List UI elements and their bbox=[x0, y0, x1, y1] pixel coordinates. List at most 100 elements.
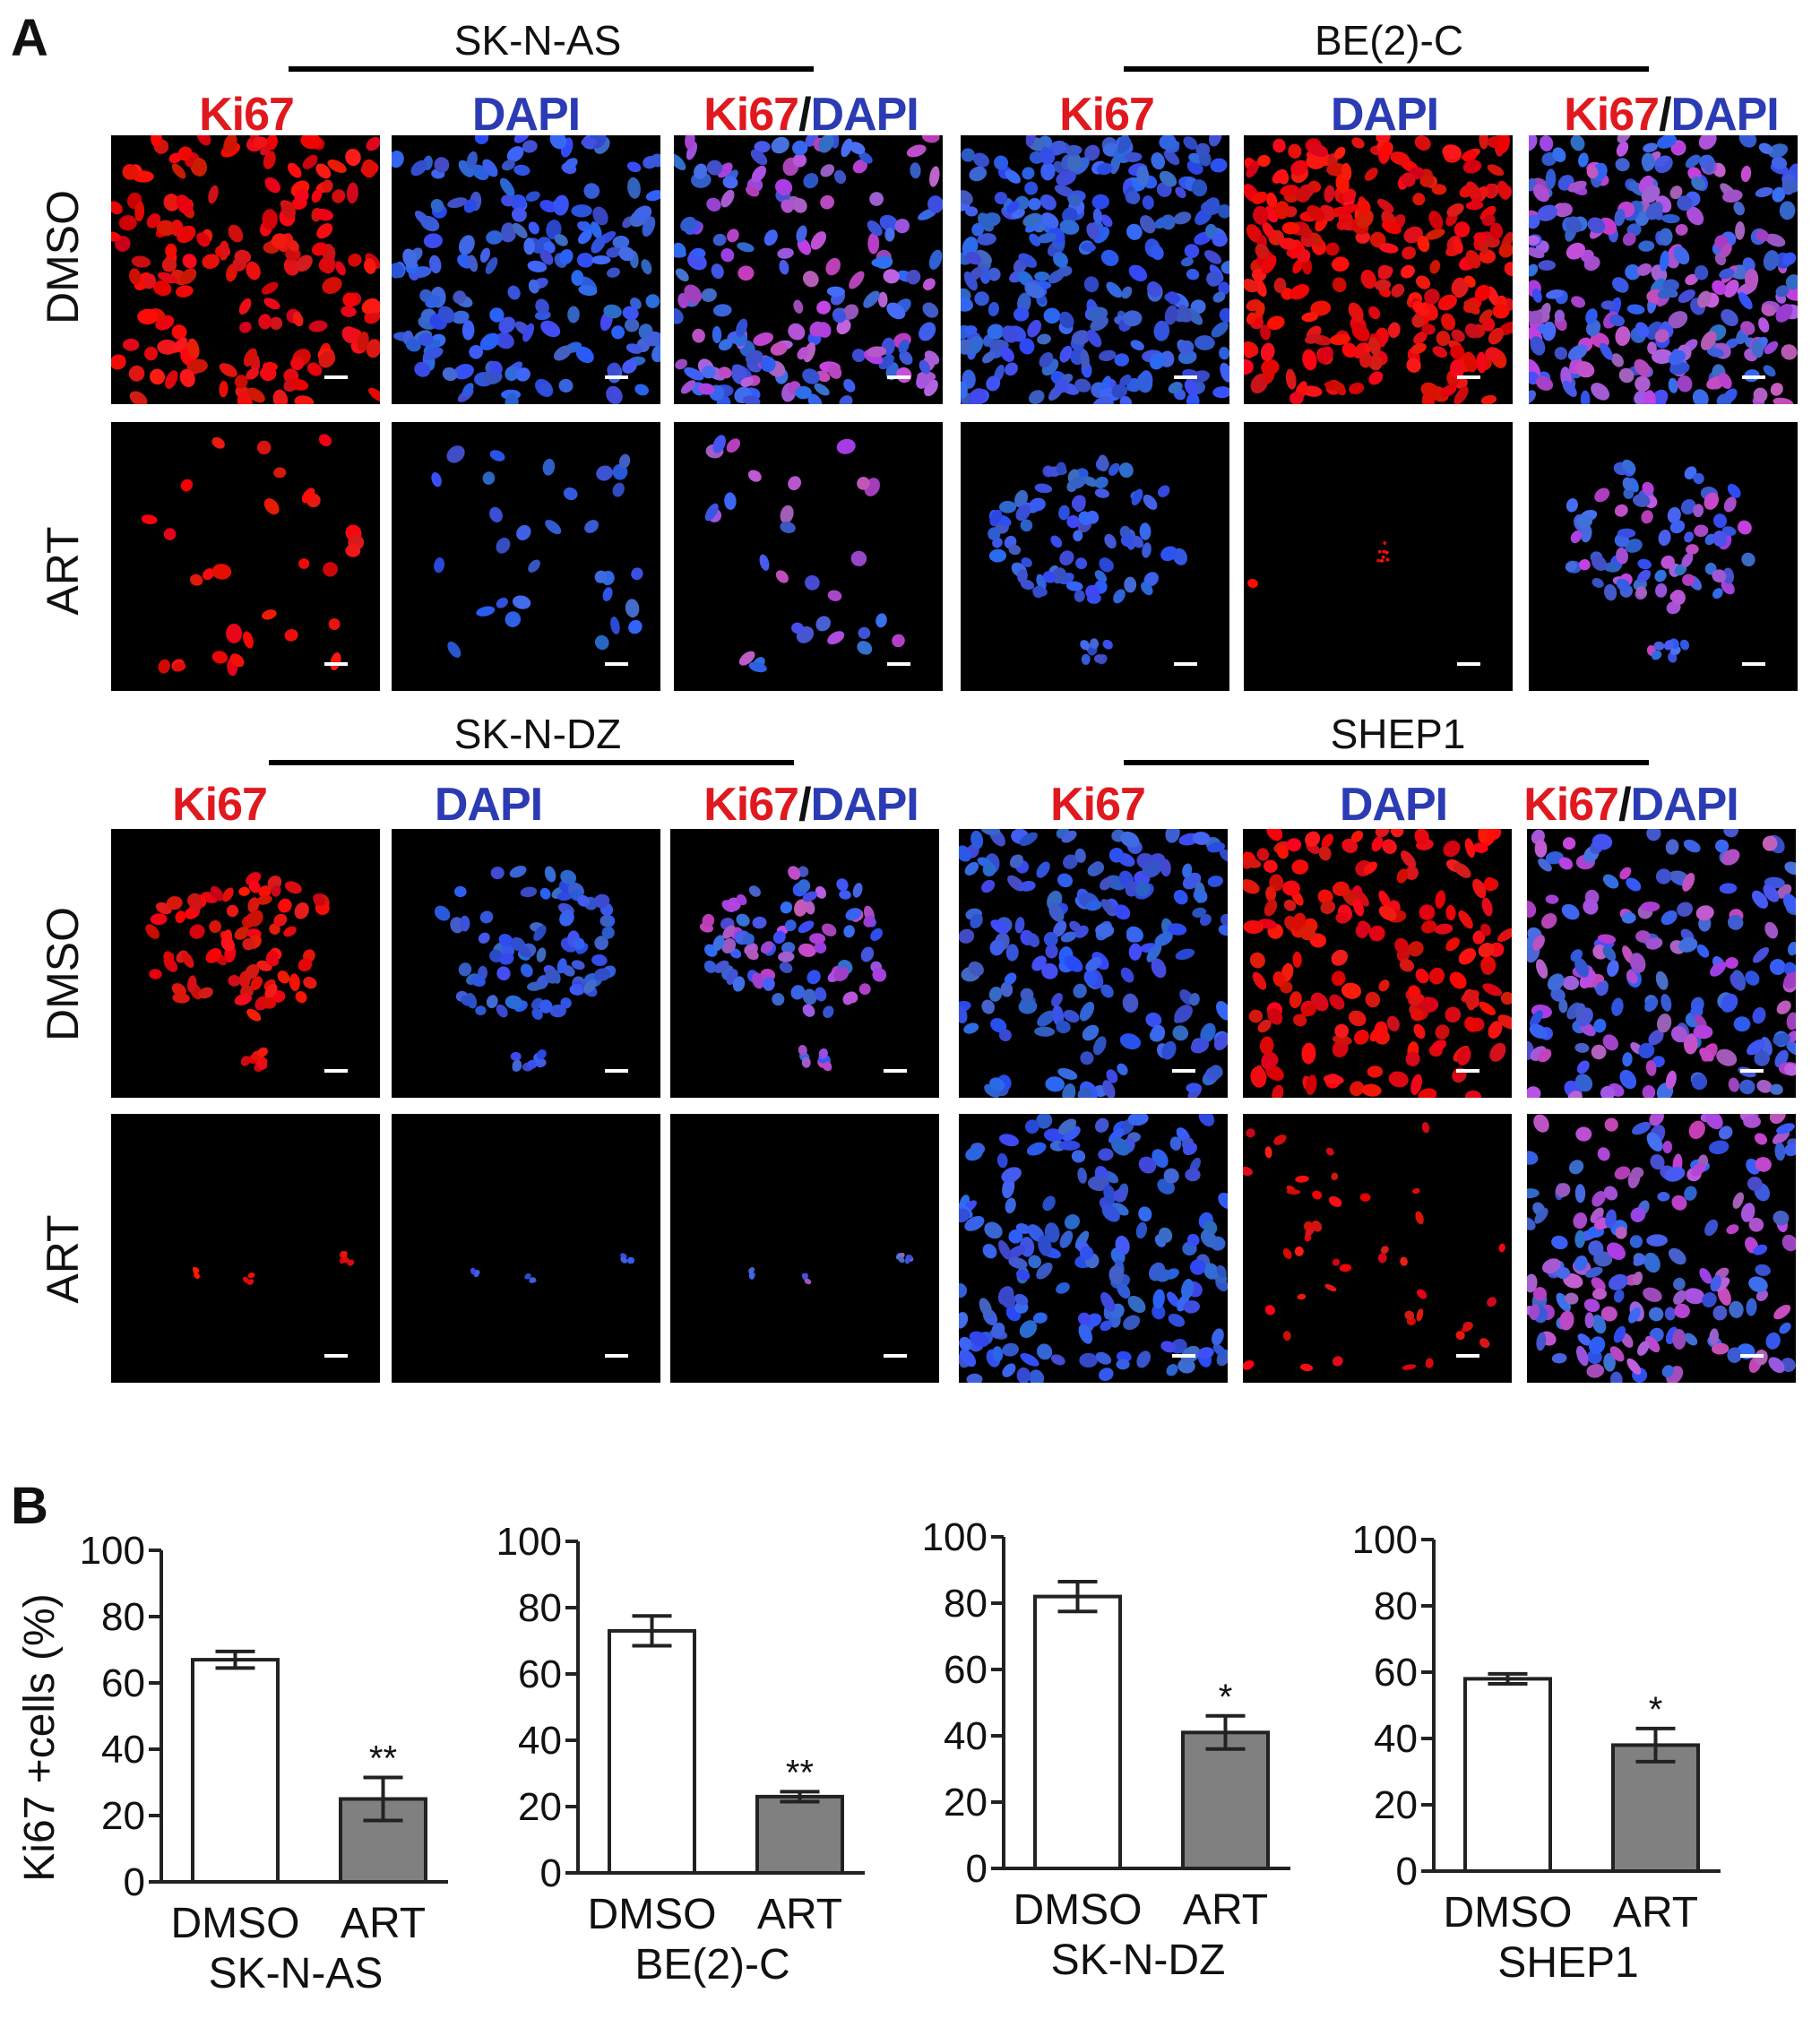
micrograph-image bbox=[111, 1114, 380, 1383]
scale-bar bbox=[324, 375, 348, 379]
merge-slash-text: / bbox=[798, 89, 811, 141]
y-tick-label: 40 bbox=[518, 1719, 562, 1763]
merge-dapi-text: DAPI bbox=[1630, 779, 1739, 831]
scale-bar bbox=[605, 1069, 628, 1073]
panel-a-letter: A bbox=[11, 9, 48, 67]
significance-marker: ** bbox=[786, 1753, 814, 1792]
micrograph-image bbox=[1243, 829, 1512, 1098]
micrograph-image bbox=[111, 135, 380, 404]
y-tick-label: 100 bbox=[1352, 1518, 1418, 1562]
y-tick-label: 100 bbox=[922, 1515, 988, 1559]
micrograph-image bbox=[961, 422, 1229, 691]
group-bar-sk-n-as bbox=[289, 66, 814, 72]
cell-line-label-sk-n-dz: SK-N-DZ bbox=[453, 711, 622, 757]
y-tick-label: 60 bbox=[1374, 1651, 1418, 1695]
x-tick-label: ART bbox=[757, 1891, 842, 1938]
micrograph-image bbox=[670, 1114, 939, 1383]
scale-bar bbox=[605, 662, 628, 666]
channel-label-dapi: DAPI bbox=[434, 779, 543, 831]
bar-dmso bbox=[191, 1658, 280, 1884]
significance-marker: ** bbox=[369, 1738, 397, 1778]
scale-bar bbox=[605, 375, 628, 379]
row-label-dmso: DMSO bbox=[38, 190, 88, 324]
x-tick-label: ART bbox=[1613, 1889, 1698, 1937]
scale-bar bbox=[1172, 1354, 1195, 1358]
merge-slash-text: / bbox=[1659, 89, 1671, 141]
y-tick-label: 60 bbox=[518, 1652, 562, 1696]
y-tick-label: 40 bbox=[1374, 1717, 1418, 1761]
x-tick-label: DMSO bbox=[171, 1900, 300, 1947]
y-tick-label: 20 bbox=[518, 1785, 562, 1829]
group-bar-be2c bbox=[1124, 66, 1649, 72]
channel-label-merge: Ki67/DAPI bbox=[1488, 781, 1774, 828]
scale-bar bbox=[884, 1354, 907, 1358]
micrograph-image bbox=[961, 135, 1229, 404]
micrograph-image bbox=[1527, 1114, 1796, 1383]
merge-slash-text: / bbox=[798, 779, 811, 831]
merge-dapi-text: DAPI bbox=[810, 779, 919, 831]
scale-bar bbox=[324, 1069, 348, 1073]
scale-bar bbox=[1740, 1354, 1764, 1358]
y-tick-label: 0 bbox=[124, 1860, 145, 1904]
channel-label-merge: Ki67/DAPI bbox=[677, 91, 945, 138]
bar-art bbox=[755, 1794, 844, 1875]
row-label-art: ART bbox=[38, 526, 88, 616]
bar-chart-shep1: 0 20 40 60 80 100 DMSO * ART SHEP1 bbox=[1344, 1513, 1765, 2014]
group-bar-shep1 bbox=[1124, 760, 1649, 765]
micrograph-image bbox=[111, 422, 380, 691]
channel-label-merge: Ki67/DAPI bbox=[677, 781, 945, 828]
scale-bar bbox=[1742, 375, 1765, 379]
scale-bar bbox=[324, 1354, 348, 1358]
micrograph-image bbox=[1527, 829, 1796, 1098]
x-tick-label: DMSO bbox=[588, 1891, 717, 1938]
scale-bar bbox=[1740, 1069, 1764, 1073]
scale-bar bbox=[1457, 375, 1480, 379]
channel-label-dapi: DAPI bbox=[1330, 89, 1439, 141]
group-bar-sk-n-dz bbox=[269, 760, 794, 765]
row-label-dmso: DMSO bbox=[38, 907, 88, 1041]
scale-bar bbox=[324, 662, 348, 666]
merge-ki67-text: Ki67 bbox=[703, 89, 799, 141]
bar-dmso bbox=[608, 1628, 696, 1875]
scale-bar bbox=[887, 375, 910, 379]
y-tick-label: 20 bbox=[944, 1781, 988, 1825]
scale-bar bbox=[1742, 662, 1765, 666]
cell-line-label-shep1: SHEP1 bbox=[1330, 711, 1466, 757]
micrograph-image bbox=[1244, 422, 1513, 691]
micrograph-image bbox=[1243, 1114, 1512, 1383]
micrograph-image bbox=[1529, 422, 1798, 691]
micrograph-image bbox=[111, 829, 380, 1098]
y-tick-label: 0 bbox=[1396, 1850, 1418, 1894]
x-tick-label: DMSO bbox=[1444, 1889, 1573, 1937]
channel-label-ki67: Ki67 bbox=[172, 779, 268, 831]
micrograph-image bbox=[392, 829, 660, 1098]
bar-dmso bbox=[1033, 1594, 1122, 1870]
x-axis-label: SHEP1 bbox=[1497, 1939, 1638, 1987]
channel-label-dapi: DAPI bbox=[1339, 779, 1448, 831]
micrograph-image bbox=[959, 1114, 1228, 1383]
merge-dapi-text: DAPI bbox=[1670, 89, 1780, 141]
scale-bar bbox=[1172, 1069, 1195, 1073]
cell-line-label-sk-n-as: SK-N-AS bbox=[453, 17, 622, 64]
bar-chart-be2c: 0 20 40 60 80 100 DMSO ** ART BE(2)-C bbox=[488, 1514, 910, 2016]
x-axis-label: BE(2)-C bbox=[634, 1941, 789, 1989]
y-tick-label: 40 bbox=[101, 1728, 145, 1772]
x-axis-label: SK-N-AS bbox=[209, 1950, 384, 1997]
bar-chart-sk-n-dz: 0 20 40 60 80 100 DMSO * ART SK-N-DZ bbox=[914, 1510, 1335, 2012]
cell-line-label-be2c: BE(2)-C bbox=[1314, 17, 1464, 64]
micrograph-image bbox=[1529, 135, 1798, 404]
scale-bar bbox=[887, 662, 910, 666]
merge-ki67-text: Ki67 bbox=[1564, 89, 1660, 141]
y-tick-label: 0 bbox=[540, 1851, 562, 1895]
y-tick-label: 100 bbox=[496, 1520, 562, 1564]
y-tick-label: 80 bbox=[518, 1586, 562, 1630]
channel-label-merge: Ki67/DAPI bbox=[1537, 91, 1806, 138]
y-tick-label: 40 bbox=[944, 1714, 988, 1758]
scale-bar bbox=[1174, 375, 1197, 379]
channel-label-ki67: Ki67 bbox=[1059, 89, 1155, 141]
micrograph-image bbox=[674, 135, 943, 404]
micrograph-image bbox=[670, 829, 939, 1098]
